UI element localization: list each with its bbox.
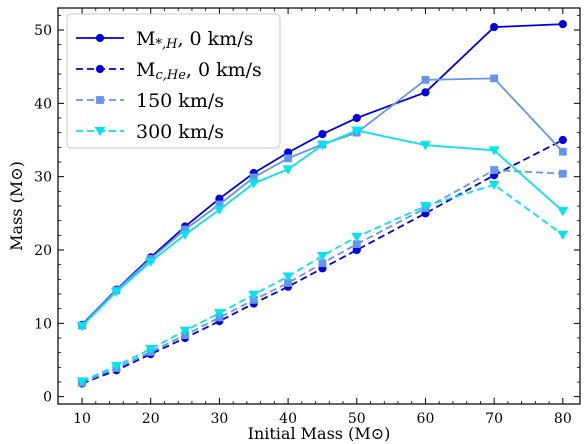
legend-entry: 300 km/s: [76, 121, 224, 143]
y-axis-label: Mass (M⊙): [7, 161, 26, 251]
axis-ticks: 10 20 30 40 50 60 70 80 0 10 20 30 40 50: [34, 8, 580, 427]
data-point: [145, 345, 157, 355]
x-tick-label: 50: [348, 411, 366, 427]
x-tick-label: 80: [554, 411, 572, 427]
legend-swatch-marker: [95, 33, 105, 43]
data-point: [490, 166, 499, 174]
data-point: [282, 272, 294, 282]
data-point: [558, 20, 567, 29]
data-point: [488, 180, 500, 190]
x-tick-label: 40: [279, 411, 297, 427]
data-point: [179, 326, 191, 336]
data-point: [351, 232, 363, 242]
data-point: [352, 113, 361, 123]
data-point: [179, 230, 191, 240]
data-point: [490, 74, 499, 83]
data-point: [110, 287, 122, 297]
data-point: [316, 251, 328, 261]
data-point: [558, 135, 567, 145]
data-point: [419, 141, 431, 151]
series-line: [81, 129, 564, 327]
y-tick-label: 20: [34, 243, 52, 259]
legend-label: M*,H, 0 km/s: [136, 28, 253, 52]
data-point: [421, 88, 430, 97]
legend-label: Mc,He, 0 km/s: [136, 59, 262, 83]
data-point: [490, 22, 499, 32]
series-layer: [76, 20, 569, 388]
x-tick-label: 20: [142, 411, 160, 427]
data-point: [557, 230, 569, 240]
series-5: [76, 180, 569, 387]
series-line: [81, 139, 564, 385]
data-point: [318, 130, 327, 139]
data-point: [76, 377, 88, 387]
series-3: [78, 166, 567, 387]
y-tick-label: 10: [34, 316, 52, 332]
series-line: [81, 77, 564, 327]
legend-swatch-marker: [95, 64, 105, 74]
y-tick-label: 0: [43, 390, 52, 406]
legend-entry: 150 km/s: [76, 90, 224, 112]
x-tick-label: 30: [210, 411, 228, 427]
data-point: [558, 169, 567, 178]
data-point: [213, 205, 225, 215]
legend-box: [66, 13, 281, 149]
data-point: [76, 322, 88, 332]
series-line: [81, 183, 564, 383]
x-axis-label: Initial Mass (M⊙): [248, 424, 391, 443]
data-point: [488, 146, 500, 156]
legend-entry: M*,H, 0 km/s: [76, 28, 253, 52]
data-point: [557, 207, 569, 217]
data-point: [248, 290, 260, 300]
legend-swatch-marker: [94, 127, 106, 137]
data-point: [284, 154, 292, 163]
data-point: [316, 141, 328, 151]
data-point: [558, 147, 567, 156]
y-tick-label: 30: [34, 170, 52, 186]
data-point: [145, 257, 157, 267]
legend-swatch-marker: [96, 96, 104, 104]
data-point: [248, 179, 260, 189]
y-tick-label: 40: [34, 96, 52, 112]
data-point: [419, 202, 431, 212]
legend-label: 150 km/s: [136, 90, 224, 112]
legend: M*,H, 0 km/s Mc,He, 0 km/s 150 km/s 300 km/…: [66, 13, 281, 149]
x-tick-label: 10: [73, 411, 91, 427]
y-tick-label: 50: [34, 23, 52, 39]
legend-label: 300 km/s: [136, 121, 224, 143]
series-line: [81, 23, 563, 326]
data-point: [282, 165, 294, 175]
x-tick-label: 70: [485, 411, 503, 427]
legend-entry: Mc,He, 0 km/s: [76, 59, 262, 83]
x-tick-label: 60: [417, 411, 435, 427]
data-point: [110, 361, 122, 371]
series-4: [76, 126, 569, 332]
data-point: [213, 309, 225, 319]
data-point: [421, 75, 430, 84]
data-point: [351, 126, 363, 136]
